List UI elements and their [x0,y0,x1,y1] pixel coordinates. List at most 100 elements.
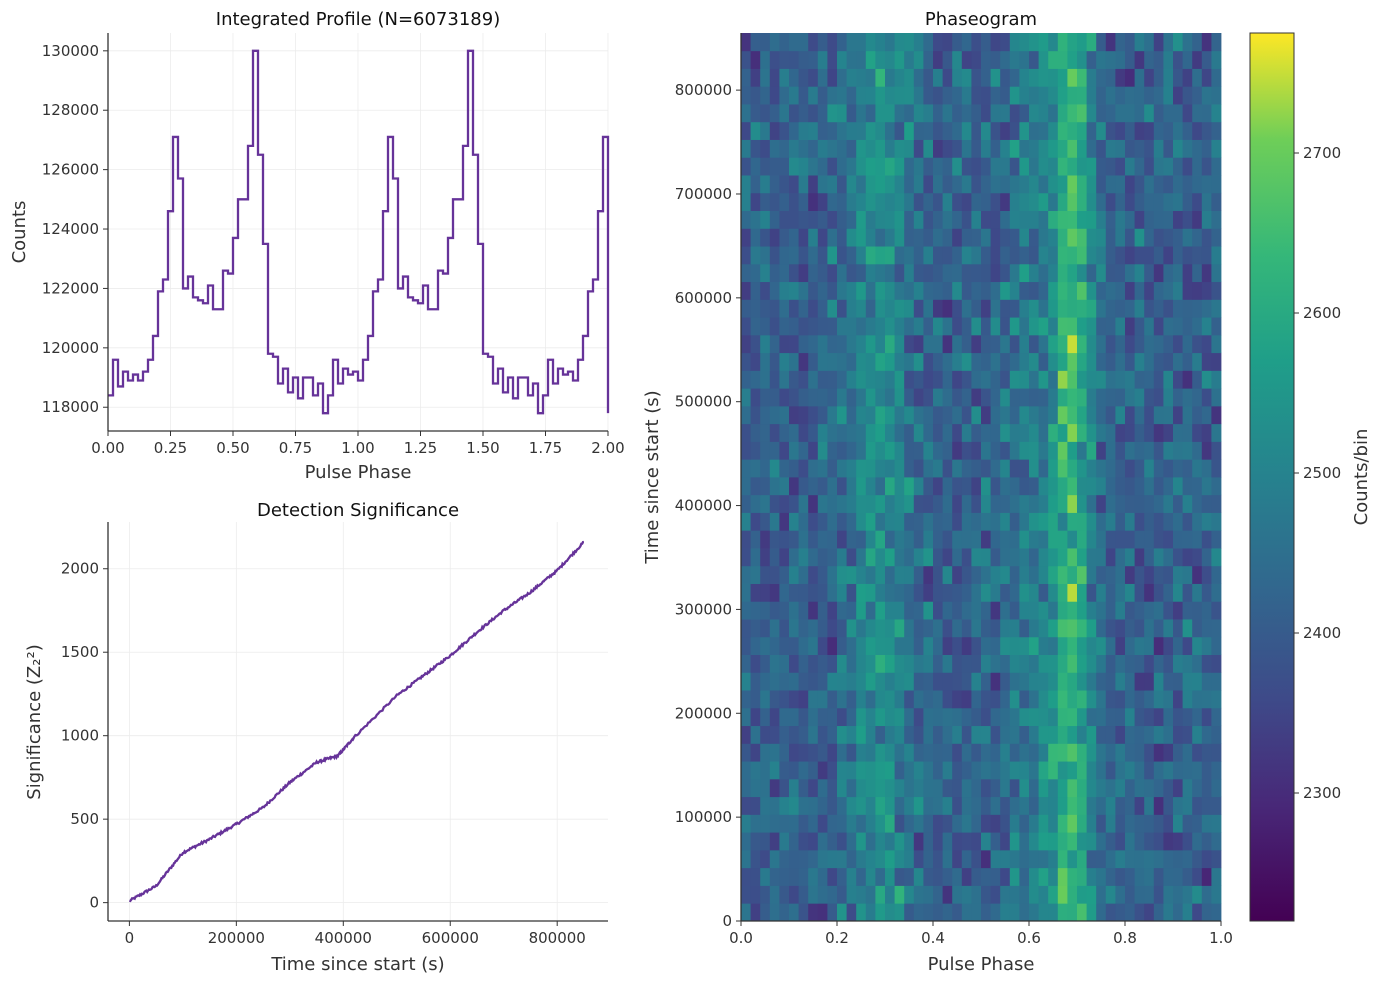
heatmap-cell [789,50,799,69]
heatmap-cell [846,121,857,140]
heatmap-cell [904,299,915,318]
heatmap-cell [904,68,915,87]
heatmap-cell [1067,317,1078,336]
heatmap-cell [837,778,847,798]
heatmap-cell [750,512,761,531]
heatmap-cell [1211,157,1222,176]
heatmap-cell [817,459,828,478]
heatmap-cell [961,441,972,460]
heatmap-cell [789,725,799,744]
heatmap-cell [923,352,934,371]
heatmap-cell [1125,104,1135,123]
heatmap-cell [846,370,857,389]
heatmap-cell [1057,849,1068,869]
heatmap-cell [913,423,924,442]
heatmap-cell [1163,814,1174,833]
heatmap-cell [952,228,963,247]
heatmap-cell [827,601,838,620]
heatmap-cell [1182,246,1193,265]
heatmap-cell [779,192,790,211]
heatmap-cell [1201,530,1212,549]
heatmap-cell [760,512,771,531]
heatmap-cell [1029,743,1039,762]
heatmap-cell [1163,104,1174,123]
heatmap-cell [885,761,895,780]
heatmap-cell [942,228,953,247]
heatmap-cell [817,849,828,869]
heatmap-cell [1077,157,1087,176]
profile-x-tick-label: 0.00 [91,439,124,457]
heatmap-cell [1009,263,1020,283]
heatmap-cell [1134,494,1145,513]
heatmap-cell [971,459,982,478]
heatmap-cell [1086,246,1097,265]
heatmap-cell [760,832,771,851]
heatmap-cell [1038,530,1049,549]
heatmap-cell [952,778,963,798]
heatmap-cell [1153,477,1164,496]
heatmap-cell [961,352,972,371]
heatmap-cell [1153,441,1164,460]
heatmap-cell [981,778,991,798]
heatmap-cell [1067,281,1078,300]
heatmap-cell [1182,423,1193,442]
heatmap-cell [1115,636,1126,655]
heatmap-cell [789,299,799,318]
heatmap-cell [1048,636,1059,655]
heatmap-cell [817,33,828,52]
heatmap-cell [846,885,857,904]
heatmap-cell [760,530,771,549]
heatmap-cell [923,814,934,833]
heatmap-cell [971,317,982,336]
heatmap-cell [827,352,838,371]
heatmap-cell [1077,672,1087,691]
heatmap-cell [1182,832,1193,851]
heatmap-cell [865,796,876,815]
heatmap-cell [798,121,809,140]
heatmap-cell [1029,317,1039,336]
heatmap-cell [846,690,857,709]
heatmap-cell [837,690,847,709]
heatmap-cell [990,832,1001,851]
heatmap-cell [1048,121,1059,140]
heatmap-cell [1201,725,1212,744]
heatmap-cell [1211,68,1222,87]
heatmap-cell [750,903,761,922]
heatmap-cell [1134,352,1145,371]
heatmap-cell [875,352,886,371]
heatmap-cell [885,477,895,496]
profile-y-tick-label: 130000 [42,42,99,60]
heatmap-cell [1201,548,1212,567]
heatmap-cell [981,86,991,105]
heatmap-cell [1182,139,1193,158]
heatmap-cell [1009,281,1020,300]
profile-y-ticks: 1180001200001220001240001260001280001300… [42,42,108,416]
heatmap-cell [1163,388,1174,407]
heatmap-cell [1000,814,1011,833]
heatmap-cell [769,405,780,425]
heatmap-cell [827,725,838,744]
heatmap-cell [1038,849,1049,869]
heatmap-cell [779,903,790,922]
heatmap-cell [923,849,934,869]
phaseogram-y-ticks: 0100000200000300000400000500000600000700… [675,81,741,930]
heatmap-cell [1192,423,1203,442]
heatmap-cell [894,246,905,265]
heatmap-cell [875,423,886,442]
heatmap-cell [894,299,905,318]
heatmap-cell [1192,228,1203,247]
heatmap-cell [990,175,1001,194]
heatmap-cell [971,849,982,869]
heatmap-cell [769,619,780,638]
heatmap-cell [923,139,934,158]
heatmap-cell [923,707,934,727]
heatmap-cell [1009,192,1020,211]
heatmap-cell [1086,761,1097,780]
heatmap-cell [1153,690,1164,709]
heatmap-cell [1029,477,1039,496]
heatmap-cell [913,299,924,318]
heatmap-cell [1029,192,1039,211]
heatmap-cell [952,619,963,638]
heatmap-cell [981,796,991,815]
heatmap-cell [885,388,895,407]
